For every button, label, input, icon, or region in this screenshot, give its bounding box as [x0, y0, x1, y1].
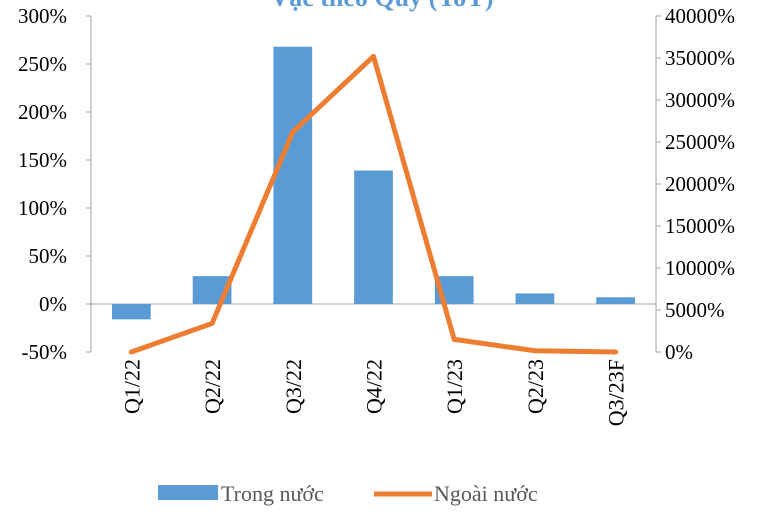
x-axis-tick-label: Q1/22 [119, 359, 144, 414]
x-axis-tick-label: Q4/22 [362, 359, 387, 414]
x-axis-tick-label: Q2/23 [523, 359, 548, 414]
right-axis-tick-label: 20000% [665, 172, 735, 196]
right-axis-tick-label: 10000% [665, 256, 735, 280]
left-axis-tick-label: -50% [22, 340, 68, 364]
bar-trong-nuoc [515, 293, 555, 304]
legend-label-trong-nuoc: Trong nước [221, 481, 324, 506]
bar-trong-nuoc [354, 170, 393, 304]
x-axis-tick-label: Q3/22 [281, 359, 306, 414]
left-axis-tick-label: 250% [18, 52, 67, 76]
bar-trong-nuoc [111, 304, 151, 320]
bar-trong-nuoc [273, 46, 313, 304]
line-ngoai-nuoc [128, 53, 619, 355]
right-axis-tick-label: 15000% [665, 214, 735, 238]
bar-trong-nuoc [596, 297, 636, 304]
left-axis-tick-label: 200% [18, 100, 67, 124]
right-axis-tick-label: 5000% [665, 298, 725, 322]
left-axis-tick-label: 50% [29, 244, 68, 268]
left-axis-tick-label: 150% [18, 148, 67, 172]
right-axis-tick-label: 0% [665, 340, 693, 364]
right-axis-tick-label: 35000% [665, 46, 735, 70]
left-axis-tick-label: 0% [39, 292, 67, 316]
right-axis-tick-label: 40000% [665, 4, 735, 28]
right-axis-tick-label: 30000% [665, 88, 735, 112]
legend-label-ngoai-nuoc: Ngoài nước [434, 481, 538, 506]
right-axis-tick-label: 25000% [665, 130, 735, 154]
x-axis-tick-label: Q3/23F [604, 359, 629, 426]
chart-title: Vặc theo Quý (YoY) [270, 0, 493, 12]
plot-area: -50% 0% 50% 100% 150% 200% 250% 300% 0% 5000% 1000… [18, 4, 735, 426]
legend-swatch-trong-nuoc [158, 485, 218, 500]
left-axis-tick-label: 100% [18, 196, 67, 220]
x-axis-tick-label: Q2/22 [200, 359, 225, 414]
x-axis-tick-label: Q1/23 [442, 359, 467, 414]
left-axis-tick-label: 300% [18, 4, 67, 28]
legend: Trong nước Ngoài nước [158, 481, 538, 506]
